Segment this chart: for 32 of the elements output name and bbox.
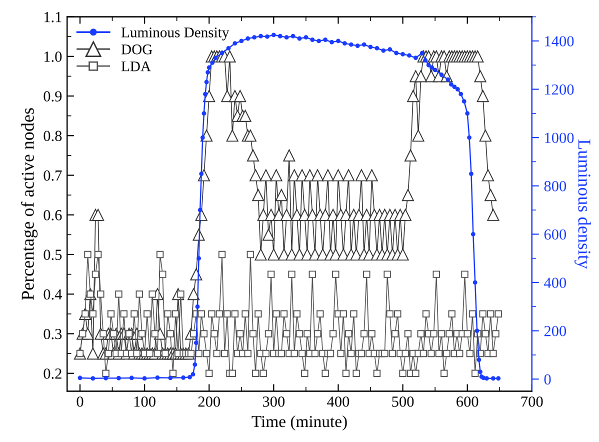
y2-tick-label: 1000 xyxy=(545,132,574,144)
y2-tick-label: 1200 xyxy=(545,84,574,95)
y-tick-label: 0.8 xyxy=(44,130,62,142)
x-tick-label: 500 xyxy=(392,396,414,407)
y-tick-label: 0.7 xyxy=(44,170,62,181)
y2-tick-label: 0 xyxy=(544,374,551,385)
y-tick-label: 1.1 xyxy=(44,12,62,22)
x-tick-label: 100 xyxy=(134,396,156,407)
y2-tick-label: 400 xyxy=(544,278,566,288)
x-tick-label: 400 xyxy=(327,396,350,407)
y-tick-label: 0.6 xyxy=(44,210,62,220)
y-tick-label: 0.9 xyxy=(44,91,62,102)
y-tick-label: 0.3 xyxy=(44,328,62,340)
x-tick-label: 200 xyxy=(198,396,220,407)
y2-axis-title: Luminous density xyxy=(574,140,591,269)
y2-tick-label: 600 xyxy=(544,229,566,240)
y2-tick-label: 1400 xyxy=(545,36,574,46)
y2-tick-label: 800 xyxy=(544,181,566,192)
y-tick-label: 0.5 xyxy=(44,250,62,260)
y-tick-label: 0.2 xyxy=(44,368,62,379)
x-tick-label: 600 xyxy=(456,396,478,407)
legend-label: LDA xyxy=(121,62,151,72)
y-tick-label: 1.0 xyxy=(44,52,62,62)
x-tick-label: 300 xyxy=(262,396,285,407)
y-tick-label: 0.4 xyxy=(44,289,62,300)
x-tick-label: 0 xyxy=(76,396,84,407)
x-tick-label: 700 xyxy=(521,396,543,407)
y2-tick-label: 200 xyxy=(544,326,566,336)
y-axis-title: Percentage of active nodes xyxy=(20,108,38,300)
x-axis-title: Time (minute) xyxy=(252,415,347,431)
legend-label: DOG xyxy=(121,44,152,54)
legend-label: Luminous Density xyxy=(121,28,230,40)
